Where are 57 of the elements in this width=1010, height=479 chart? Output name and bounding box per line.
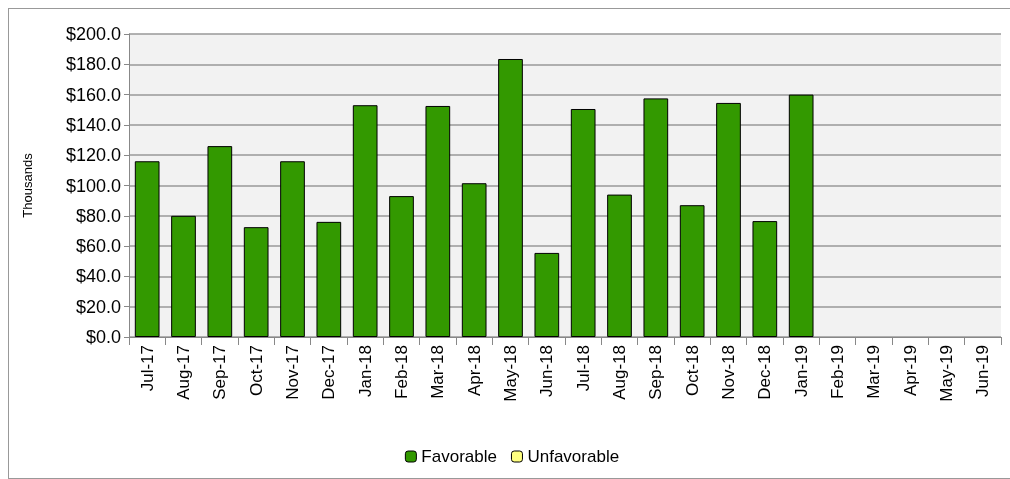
x-tick-label: May-18	[501, 345, 520, 402]
y-tick-label: $80.0	[75, 205, 121, 226]
bar	[716, 102, 741, 337]
bar	[280, 161, 305, 337]
bar	[498, 59, 523, 337]
bar	[389, 196, 414, 337]
y-tick-label: $200.0	[65, 24, 121, 44]
bar	[788, 94, 814, 337]
x-tick-label: Oct-18	[682, 345, 702, 397]
x-tick-label: Jan-18	[355, 345, 375, 397]
bar	[607, 194, 632, 337]
y-tick-label: $120.0	[65, 145, 121, 166]
legend-label: Favorable	[421, 447, 497, 466]
x-tick-label: Sep-18	[646, 345, 666, 400]
x-tick-label: Mar-19	[864, 345, 884, 399]
x-tick-label: May-19	[937, 345, 956, 402]
x-tick-label: Feb-18	[392, 345, 411, 399]
y-tick-label: $140.0	[65, 114, 121, 135]
bar	[352, 105, 378, 337]
x-tick-label: Jul-17	[137, 345, 157, 392]
bar	[316, 221, 342, 337]
y-tick-label: $20.0	[75, 296, 121, 317]
bar	[570, 108, 596, 337]
bar	[425, 105, 451, 337]
x-tick-label: Nov-17	[283, 345, 302, 400]
x-tick-label: Mar-18	[428, 345, 448, 399]
y-tick-label: $160.0	[65, 84, 121, 105]
bar	[207, 146, 233, 337]
x-tick-label: Nov-18	[719, 345, 738, 400]
x-tick-label: Dec-18	[755, 345, 775, 400]
bar	[679, 205, 705, 337]
bar	[243, 227, 269, 337]
x-tick-label: Sep-17	[210, 345, 230, 400]
x-tick-label: Jun-19	[973, 345, 993, 397]
x-tick-label: Jun-18	[537, 345, 557, 397]
x-tick-label: Apr-19	[900, 345, 920, 397]
x-tick-label: Aug-18	[610, 345, 629, 400]
bar	[643, 98, 669, 337]
bar	[534, 252, 560, 337]
y-tick-label: $40.0	[75, 266, 121, 287]
bar	[461, 183, 487, 337]
bar	[171, 215, 196, 337]
x-tick-label: Feb-19	[828, 345, 847, 399]
y-tick-label: $180.0	[65, 54, 121, 75]
x-tick-label: Jul-18	[573, 345, 593, 392]
x-tick-label: Oct-17	[246, 345, 266, 397]
x-tick-label: Dec-17	[319, 345, 339, 400]
y-tick-label: $0.0	[85, 327, 121, 347]
y-tick-label: $60.0	[75, 236, 121, 257]
x-tick-label: Apr-18	[464, 345, 484, 397]
legend-label: Unfavorable	[527, 447, 620, 466]
bar	[752, 221, 778, 337]
y-axis-title: Thousands	[20, 152, 35, 218]
bar	[134, 161, 160, 337]
x-tick-label: Aug-17	[174, 345, 193, 400]
x-tick-label: Jan-19	[791, 345, 811, 397]
y-tick-label: $100.0	[65, 175, 121, 196]
